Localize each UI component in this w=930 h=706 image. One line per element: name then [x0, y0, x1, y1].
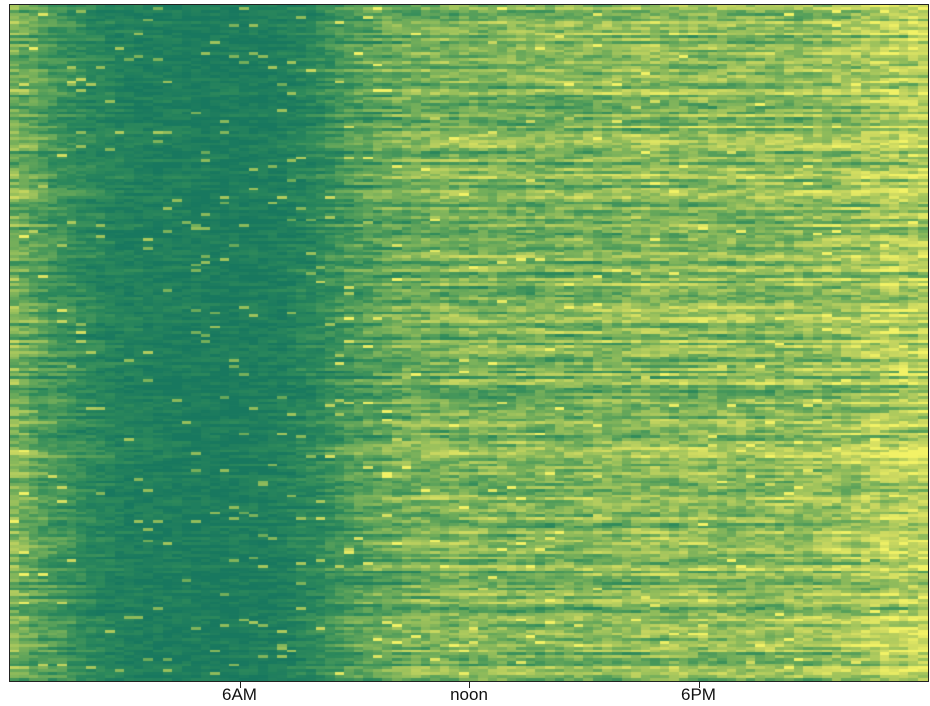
x-tick-mark	[239, 682, 241, 688]
x-tick-label: 6PM	[681, 685, 716, 704]
x-axis: 6AM noon 6PM	[10, 682, 928, 706]
x-tick-label: noon	[450, 685, 488, 704]
x-tick-label: 6AM	[222, 685, 257, 704]
x-tick-mark	[469, 682, 470, 688]
x-tick-mark	[698, 682, 700, 688]
heatmap-plot-area	[10, 5, 928, 681]
